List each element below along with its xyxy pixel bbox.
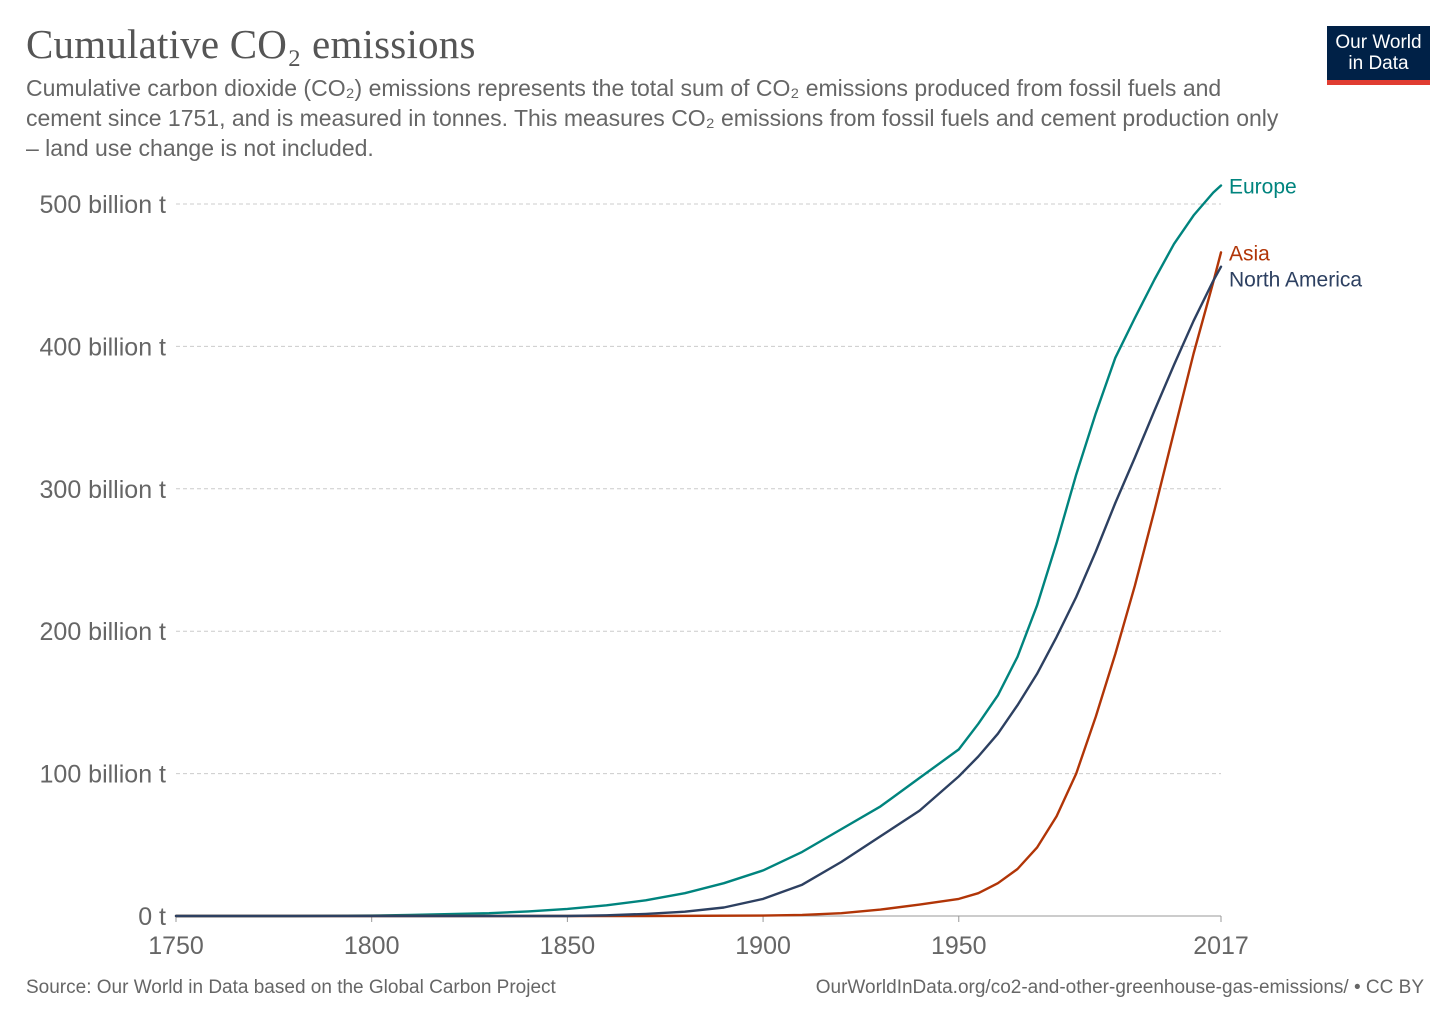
series-label-north-america: North America <box>1229 268 1362 291</box>
x-tick-label: 1900 <box>735 932 791 960</box>
chart-subtitle: Cumulative carbon dioxide (CO₂) emission… <box>26 75 1279 161</box>
series-lines <box>174 184 1223 918</box>
url-link[interactable]: OurWorldInData.org/co2-and-other-greenho… <box>815 977 1424 998</box>
series-line-north-america[interactable] <box>174 265 1223 918</box>
chart-title: Cumulative CO₂ emissions <box>26 21 476 67</box>
y-tick-label: 300 billion t <box>40 476 167 504</box>
x-tick-label: 1850 <box>540 932 596 960</box>
series-label-asia: Asia <box>1229 242 1270 265</box>
y-tick-label: 0 t <box>138 903 166 931</box>
y-tick-label: 200 billion t <box>40 618 167 646</box>
axes: 0 t 100 billion t 200 billion t 300 billion… <box>40 191 1249 960</box>
series-labels: Europe Asia North America <box>1229 175 1362 291</box>
owid-logo[interactable]: Our World in Data <box>1327 26 1430 85</box>
y-tick-label: 100 billion t <box>40 761 167 789</box>
x-tick-label: 1800 <box>344 932 400 960</box>
y-tick-label: 400 billion t <box>40 333 167 361</box>
gridlines <box>176 203 1221 775</box>
logo-line-1: Our World <box>1335 32 1422 53</box>
source-note: Source: Our World in Data based on the G… <box>26 977 556 998</box>
logo-line-2: in Data <box>1348 53 1409 74</box>
x-tick-label: 2017 <box>1193 932 1249 960</box>
series-line-europe[interactable] <box>174 184 1223 918</box>
y-tick-label: 500 billion t <box>40 191 167 219</box>
x-tick-label: 1950 <box>931 932 987 960</box>
series-label-europe: Europe <box>1229 175 1297 198</box>
series-line-asia[interactable] <box>174 251 1223 918</box>
x-tick-label: 1750 <box>148 932 204 960</box>
